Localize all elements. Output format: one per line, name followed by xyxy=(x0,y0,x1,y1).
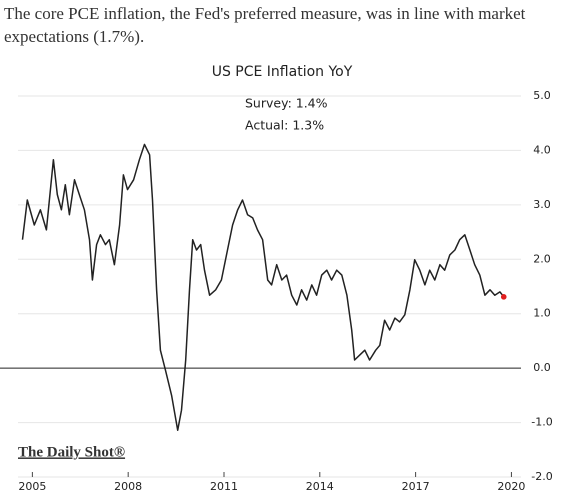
last-point xyxy=(500,294,507,300)
x-tick-label: 2014 xyxy=(306,480,334,493)
x-tick-label: 2011 xyxy=(210,480,238,493)
source-logo: The Daily Shot® xyxy=(18,444,125,460)
annotation: Actual: 1.3% xyxy=(245,118,324,133)
annotation: Survey: 1.4% xyxy=(245,96,328,111)
y-tick-label: 5.0 xyxy=(533,89,551,102)
x-tick-label: 2008 xyxy=(114,480,142,493)
line-series xyxy=(21,143,505,431)
y-tick-label: -1.0 xyxy=(531,416,552,429)
x-tick-label: 2017 xyxy=(402,480,430,493)
y-tick-label: 3.0 xyxy=(533,198,551,211)
x-tick-label: 2020 xyxy=(497,480,525,493)
x-tick-label: 2005 xyxy=(18,480,46,493)
y-tick-label: 4.0 xyxy=(533,143,551,156)
chart-title: US PCE Inflation YoY xyxy=(212,64,353,80)
header-text: The core PCE inflation, the Fed's prefer… xyxy=(4,4,526,46)
y-tick-label: 0.0 xyxy=(533,361,551,374)
y-tick-label: -2.0 xyxy=(531,470,552,483)
y-tick-label: 1.0 xyxy=(533,307,551,320)
y-tick-label: 2.0 xyxy=(533,252,551,265)
